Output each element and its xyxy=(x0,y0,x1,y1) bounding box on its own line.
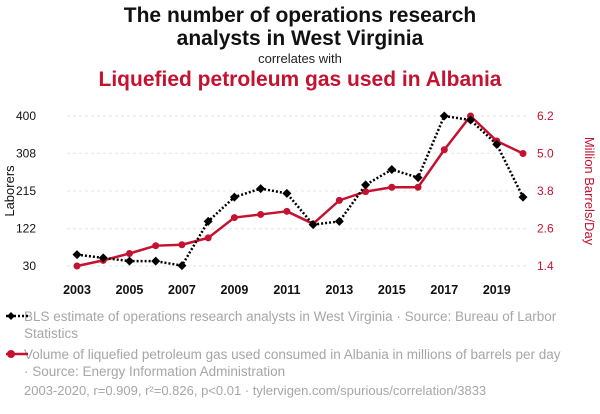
data-point-or-analysts xyxy=(413,173,423,183)
data-point-lpg-albania xyxy=(414,183,422,191)
chart-title-line-1: The number of operations research xyxy=(123,4,477,27)
axes: 30 122 215 308 400 1.4 2.6 3.8 5.0 6.2 2003 2005 200… xyxy=(2,109,597,297)
x-tick-label: 2009 xyxy=(221,283,249,297)
x-tick-label: 2013 xyxy=(325,283,353,297)
data-point-or-analysts xyxy=(518,192,528,202)
y-right-tick-label: 3.8 xyxy=(537,184,554,198)
x-tick-label: 2017 xyxy=(430,283,458,297)
data-point-or-analysts xyxy=(256,184,266,194)
chart-footer: 2003-2020, r=0.909, r²=0.826, p<0.01 · t… xyxy=(24,383,487,398)
x-tick-label: 2019 xyxy=(483,283,511,297)
y-right-tick-label: 1.4 xyxy=(537,259,554,273)
data-point-or-analysts xyxy=(98,253,108,263)
x-tick-label: 2011 xyxy=(273,283,300,297)
data-point-or-analysts xyxy=(439,111,449,121)
chart-title-line-2: analysts in West Virginia xyxy=(176,27,424,50)
series xyxy=(72,111,528,271)
y-left-tick-label: 215 xyxy=(16,184,36,198)
data-point-or-analysts xyxy=(124,256,134,266)
gridlines xyxy=(67,115,529,267)
data-point-or-analysts xyxy=(177,261,187,271)
y-right-tick-label: 6.2 xyxy=(537,109,554,123)
data-point-lpg-albania xyxy=(283,207,291,215)
data-point-lpg-albania xyxy=(204,234,212,242)
data-point-or-analysts xyxy=(229,192,239,202)
data-point-or-analysts xyxy=(334,216,344,226)
x-tick-label: 2007 xyxy=(168,283,196,297)
data-point-or-analysts xyxy=(387,165,397,175)
data-point-lpg-albania xyxy=(519,150,527,157)
series-line-or-analysts xyxy=(76,114,525,267)
y-left-tick-label: 308 xyxy=(16,146,36,160)
legend-item-series-1: BLS estimate of operations research anal… xyxy=(6,308,566,342)
data-point-lpg-albania xyxy=(152,242,160,250)
data-point-lpg-albania xyxy=(362,188,370,196)
data-point-lpg-albania xyxy=(388,183,396,191)
y-right-tick-label: 5.0 xyxy=(537,147,554,161)
y-left-tick-label: 30 xyxy=(23,259,37,273)
data-point-lpg-albania xyxy=(335,196,343,204)
chart-subtitle: Liquefied petroleum gas used in Albania xyxy=(98,68,502,91)
data-point-lpg-albania xyxy=(125,250,133,257)
correlates-label: correlates with xyxy=(258,51,342,66)
legend-marker-series-2 xyxy=(6,350,28,358)
legend-label-series-2: Volume of liquefied petroleum gas used c… xyxy=(24,347,561,379)
data-point-lpg-albania xyxy=(73,262,81,270)
y-axis-left-title: Laborers xyxy=(2,165,17,217)
data-point-lpg-albania xyxy=(257,210,265,218)
legend-item-series-2: Volume of liquefied petroleum gas used c… xyxy=(6,346,566,380)
data-point-or-analysts xyxy=(282,188,292,198)
data-point-or-analysts xyxy=(72,250,82,260)
data-point-or-analysts xyxy=(151,256,161,266)
data-point-or-analysts xyxy=(308,220,318,230)
x-tick-label: 2015 xyxy=(378,283,406,297)
data-point-or-analysts xyxy=(203,216,213,226)
y-left-tick-label: 400 xyxy=(16,109,36,123)
x-tick-label: 2005 xyxy=(116,283,144,297)
legend-label-series-1: BLS estimate of operations research anal… xyxy=(24,309,557,341)
data-point-lpg-albania xyxy=(178,241,186,249)
legend-marker-series-1 xyxy=(6,312,28,320)
data-point-or-analysts xyxy=(466,115,476,125)
y-right-tick-label: 2.6 xyxy=(537,222,554,236)
data-point-lpg-albania xyxy=(230,214,238,222)
data-point-or-analysts xyxy=(361,180,371,190)
y-left-tick-label: 122 xyxy=(16,222,36,236)
series-line-lpg-albania xyxy=(76,114,524,268)
chart-title: The number of operations research analys… xyxy=(0,4,600,50)
data-point-or-analysts xyxy=(492,139,502,149)
y-axis-right-title: Million Barrels/Day xyxy=(582,137,597,246)
data-point-lpg-albania xyxy=(440,146,448,154)
x-tick-label: 2003 xyxy=(63,283,91,297)
line-chart: 30 122 215 308 400 1.4 2.6 3.8 5.0 6.2 2003 2005 200… xyxy=(2,109,597,297)
